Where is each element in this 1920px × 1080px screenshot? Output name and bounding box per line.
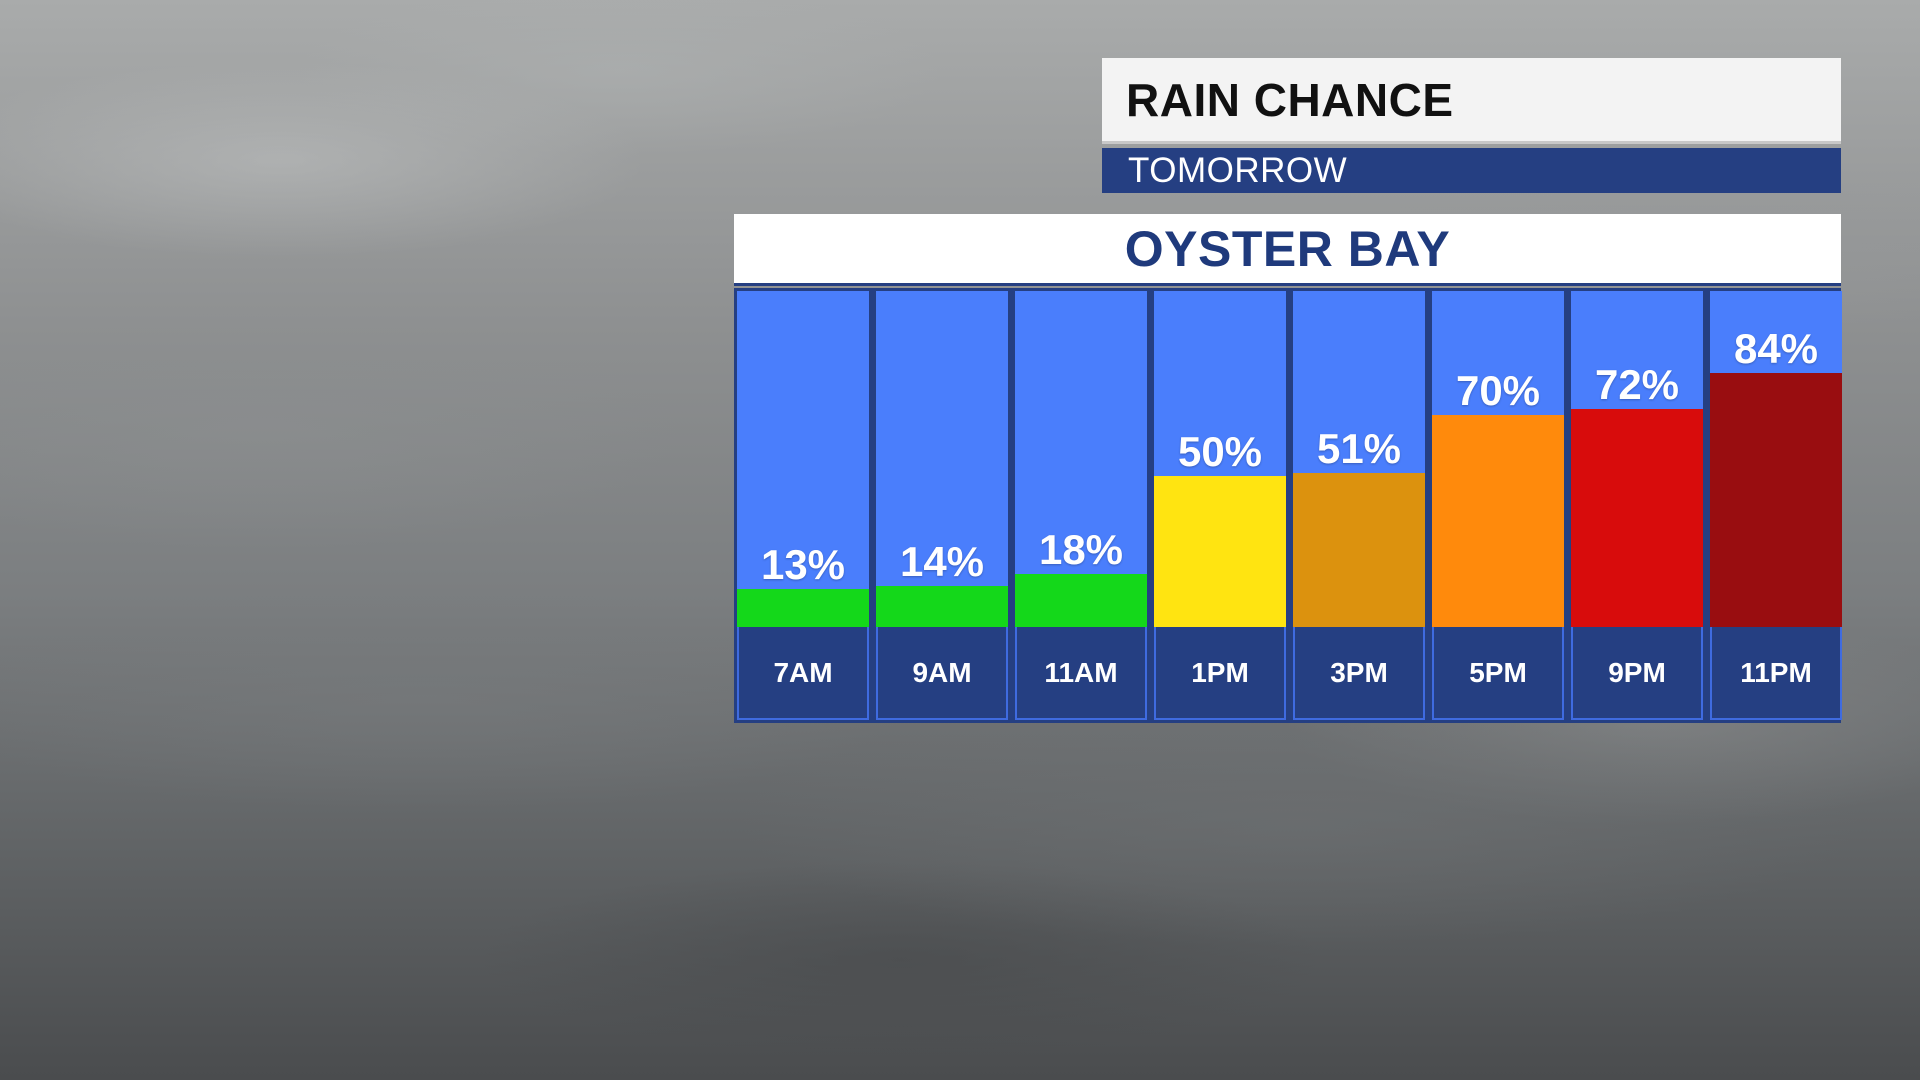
bar-column-1pm: 50% 1PM — [1154, 291, 1286, 720]
x-tick-label: 11PM — [1710, 627, 1842, 720]
bar-plot-area: 84% — [1710, 291, 1842, 627]
x-tick-label: 5PM — [1432, 627, 1564, 720]
graphic-title: RAIN CHANCE — [1126, 73, 1454, 126]
bar-value-label: 51% — [1316, 425, 1402, 472]
bar-value-label: 70% — [1455, 367, 1541, 414]
bar-value-label: 84% — [1733, 325, 1819, 372]
bar-value-label: 50% — [1177, 428, 1263, 475]
bar-plot-area: 50% — [1154, 291, 1286, 627]
bar-plot-area: 51% — [1293, 291, 1425, 627]
x-tick-label: 7AM — [737, 627, 869, 720]
bar-3pm — [1293, 473, 1425, 627]
bar-9am — [876, 586, 1008, 627]
bar-column-11pm: 84% 11PM — [1710, 291, 1842, 720]
bar-value-label: 14% — [899, 538, 985, 585]
location-name: OYSTER BAY — [1124, 220, 1451, 277]
bar-plot-area: 13% — [737, 291, 869, 627]
bar-plot-area: 18% — [1015, 291, 1147, 627]
bar-7am — [737, 589, 869, 627]
graphic-title-bar: RAIN CHANCE — [1102, 58, 1841, 144]
bar-value-label: 72% — [1594, 361, 1680, 408]
bar-column-9pm: 72% 9PM — [1571, 291, 1703, 720]
bar-5pm — [1432, 415, 1564, 627]
x-tick-label: 9AM — [876, 627, 1008, 720]
graphic-subtitle: TOMORROW — [1128, 150, 1348, 190]
bar-column-5pm: 70% 5PM — [1432, 291, 1564, 720]
bar-column-9am: 14% 9AM — [876, 291, 1008, 720]
bar-value-label: 18% — [1038, 526, 1124, 573]
rain-chance-bar-chart: 13% 7AM 14% 9AM 18% 11AM 50% 1PM 51% 3PM 70% 5PM 72%… — [734, 288, 1842, 723]
bar-11am — [1015, 574, 1147, 627]
bar-column-3pm: 51% 3PM — [1293, 291, 1425, 720]
bar-column-7am: 13% 7AM — [737, 291, 869, 720]
bar-1pm — [1154, 476, 1286, 627]
bar-plot-area: 14% — [876, 291, 1008, 627]
x-tick-label: 1PM — [1154, 627, 1286, 720]
x-tick-label: 3PM — [1293, 627, 1425, 720]
bar-plot-area: 70% — [1432, 291, 1564, 627]
bar-plot-area: 72% — [1571, 291, 1703, 627]
bar-9pm — [1571, 409, 1703, 627]
x-tick-label: 9PM — [1571, 627, 1703, 720]
graphic-subtitle-bar: TOMORROW — [1102, 148, 1841, 193]
x-tick-label: 11AM — [1015, 627, 1147, 720]
location-bar: OYSTER BAY — [734, 214, 1841, 286]
bar-value-label: 13% — [760, 541, 846, 588]
bar-11pm — [1710, 373, 1842, 627]
bar-column-11am: 18% 11AM — [1015, 291, 1147, 720]
